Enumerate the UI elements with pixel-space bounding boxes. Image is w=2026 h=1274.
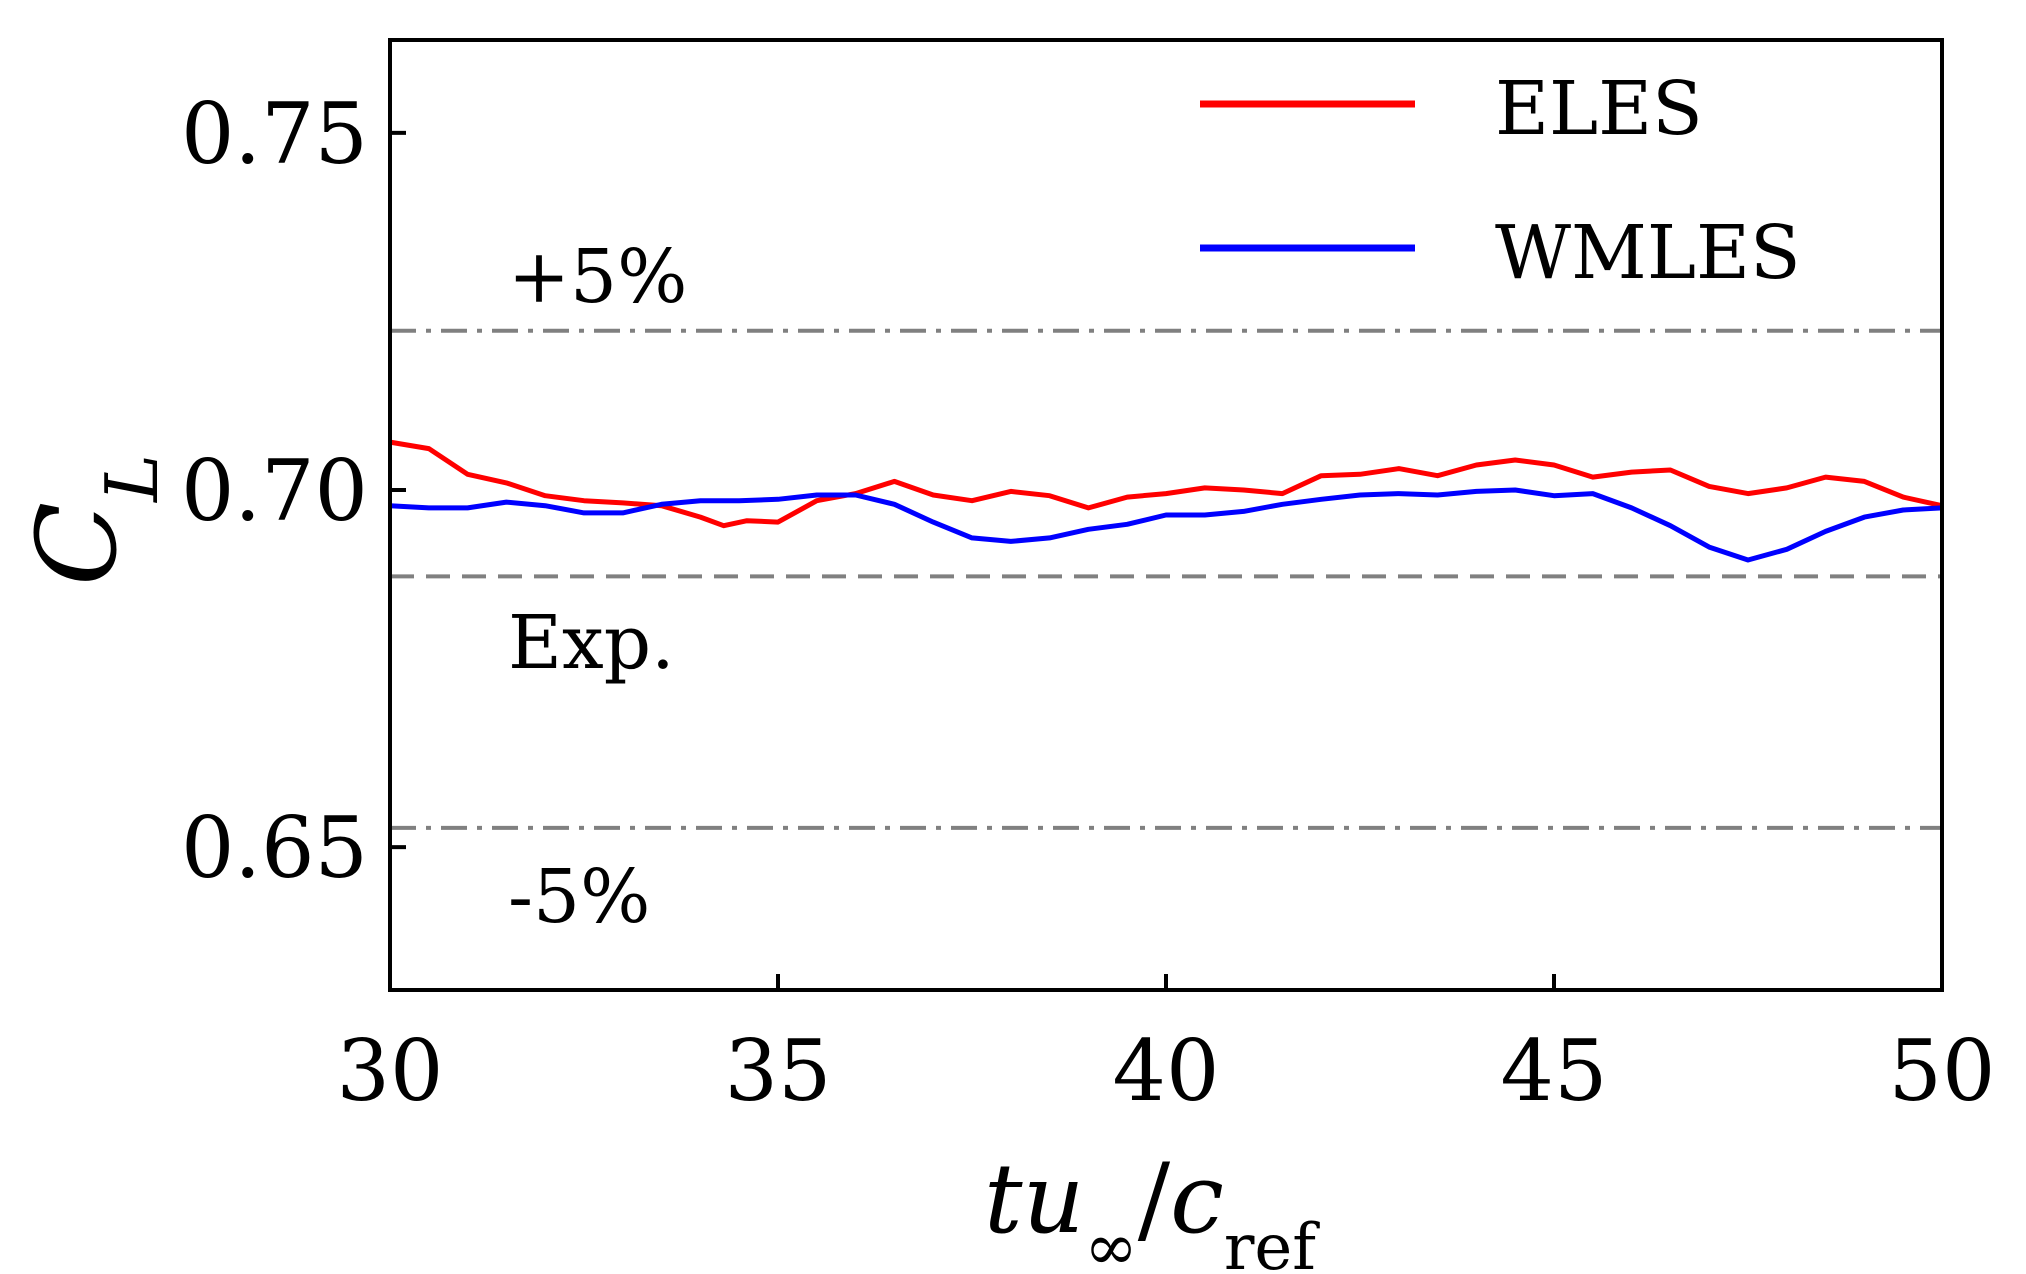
legend-label-wmles: WMLES (1495, 210, 1801, 296)
x-tick-label: 50 (1889, 1022, 1996, 1120)
x-axis-label: tu∞/cref (984, 1143, 1320, 1274)
y-axis-ticks: 0.65 0.70 0.75 (181, 85, 406, 897)
y-tick-label: 0.70 (181, 442, 368, 540)
legend-label-eles: ELES (1495, 66, 1703, 152)
x-tick-label: 45 (1501, 1022, 1608, 1120)
series-line-wmles (389, 487, 1943, 563)
y-tick-label: 0.65 (181, 799, 368, 897)
x-tick-label: 35 (725, 1022, 832, 1120)
x-axis-ticks: 30 35 40 45 50 (337, 974, 1996, 1120)
x-tick-label: 40 (1113, 1022, 1220, 1120)
legend: ELES WMLES (1200, 66, 1801, 296)
ref-label-plus5: +5% (508, 234, 687, 320)
ref-label-exp: Exp. (508, 600, 675, 686)
ref-label-minus5: -5% (508, 854, 650, 940)
x-tick-label: 30 (337, 1022, 444, 1120)
series-lines (389, 439, 1943, 563)
reference-lines (390, 328, 1942, 830)
y-tick-label: 0.75 (181, 85, 368, 183)
y-axis-label: CL (13, 454, 174, 586)
